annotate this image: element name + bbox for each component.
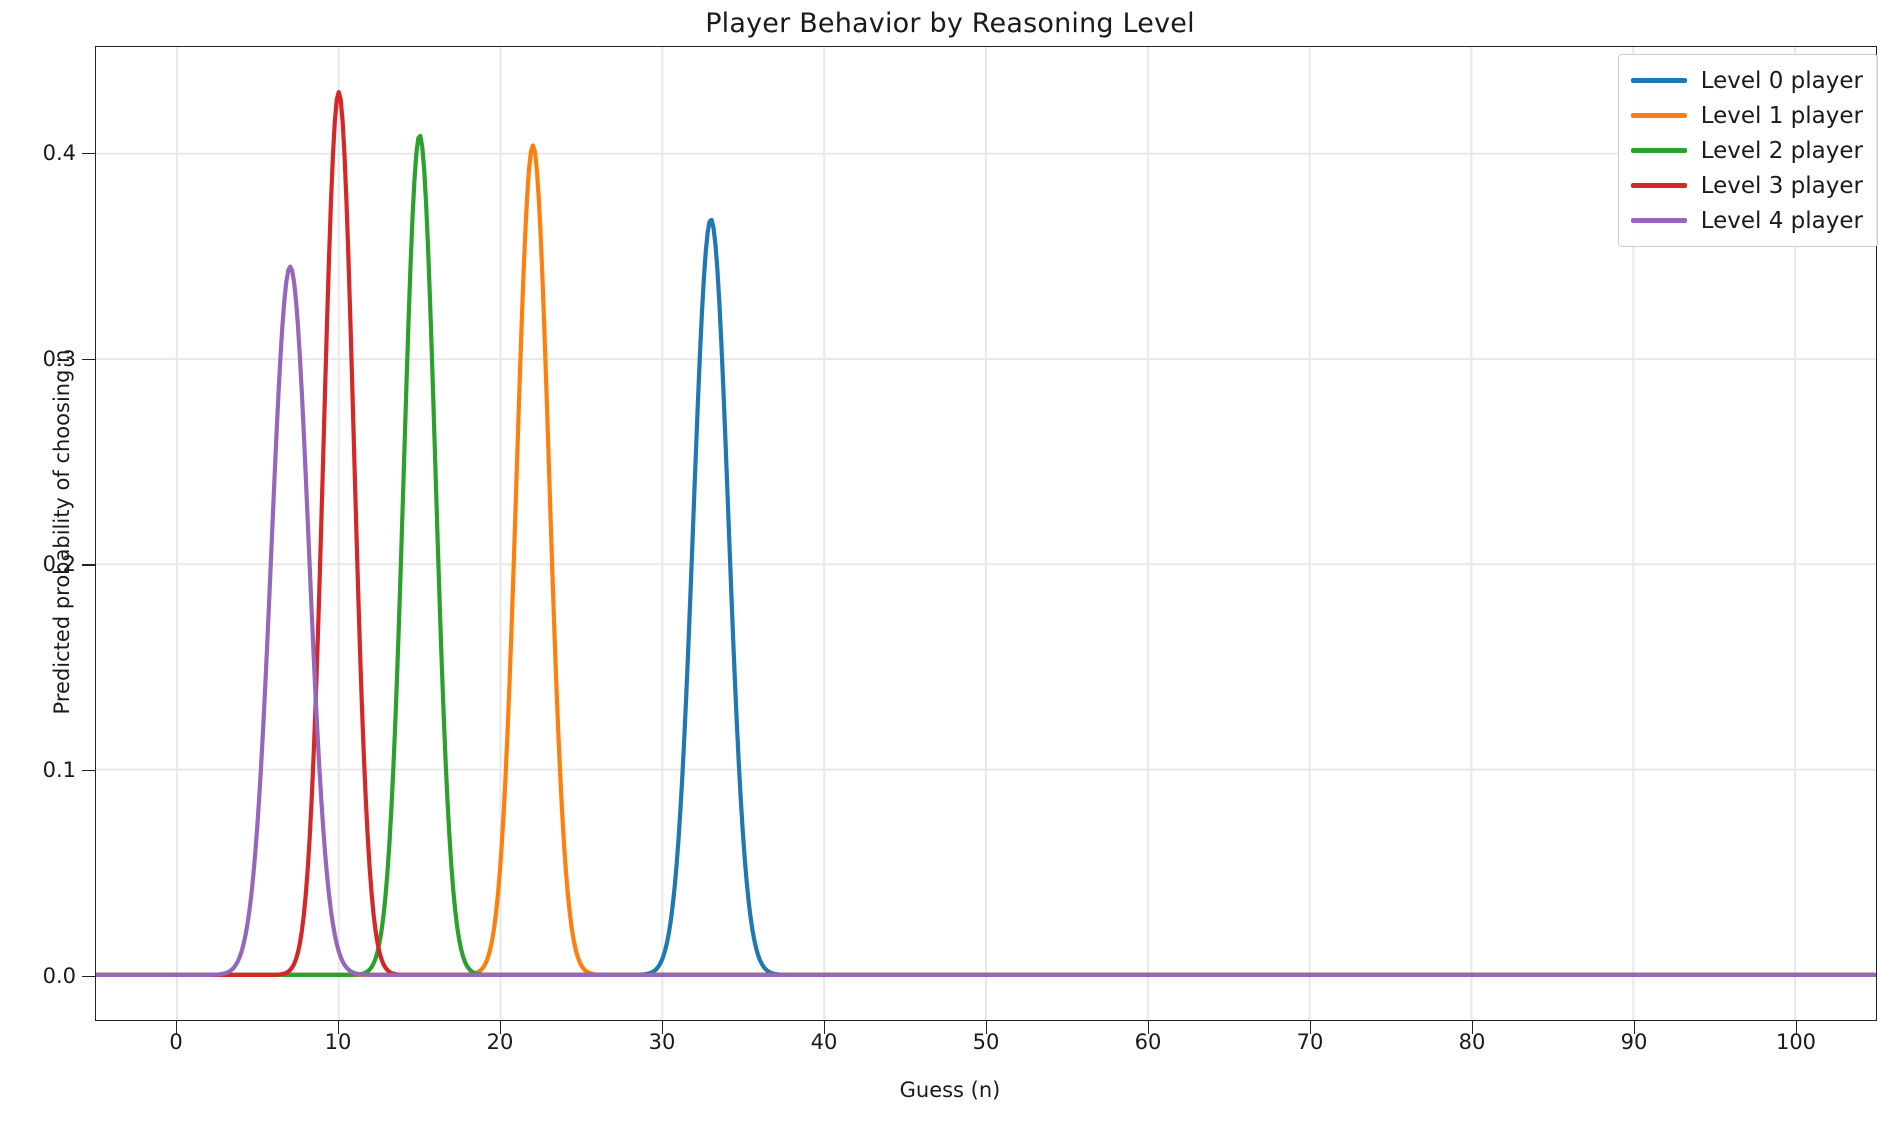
x-tick-label: 90 [1620,1030,1648,1054]
legend-label: Level 1 player [1700,102,1863,129]
legend-item[interactable]: Level 4 player [1630,205,1863,236]
legend-label: Level 0 player [1700,67,1863,94]
x-tick-label: 70 [1296,1030,1324,1054]
y-tick-mark [82,975,95,978]
series-line [96,143,1876,977]
legend-label: Level 3 player [1700,172,1863,199]
series-curves [96,90,1876,977]
x-tick-mark [500,1021,502,1034]
legend-item[interactable]: Level 2 player [1630,135,1863,166]
series-line [96,133,1876,977]
x-tick-mark [1148,1021,1150,1034]
x-tick-label: 80 [1458,1030,1486,1054]
legend-color-swatch [1630,183,1687,188]
legend-color-swatch [1630,78,1687,83]
legend-color-swatch [1630,148,1687,153]
x-axis-label: Guess (n) [899,1078,1001,1102]
y-tick-label: 0.4 [42,140,76,165]
y-axis-label: Predicted probability of choosing n [50,349,74,715]
legend-color-swatch [1630,218,1687,223]
x-tick-mark [824,1021,826,1034]
x-tick-label: 40 [810,1030,838,1054]
x-tick-mark [1796,1021,1798,1034]
y-tick-label: 0.0 [42,963,76,988]
legend-item[interactable]: Level 0 player [1630,65,1863,96]
y-tick-label: 0.3 [42,346,76,371]
x-tick-label: 20 [486,1030,514,1054]
y-tick-mark [82,564,95,566]
y-tick-mark [82,152,95,155]
x-tick-label: 0 [169,1030,183,1054]
x-tick-mark [338,1021,340,1034]
legend-color-swatch [1630,113,1687,118]
x-tick-label: 10 [324,1030,352,1054]
x-tick-mark [986,1021,988,1034]
series-line [96,90,1876,977]
y-tick-label: 0.1 [42,758,76,783]
x-tick-mark [1472,1021,1474,1034]
series-line [96,217,1876,977]
plot-area [95,46,1877,1021]
legend-label: Level 4 player [1700,207,1863,234]
y-tick-mark [82,770,95,772]
x-tick-mark [176,1021,178,1034]
x-tick-mark [662,1021,664,1034]
x-tick-label: 100 [1775,1030,1817,1054]
y-tick-label: 0.2 [42,552,76,577]
legend-item[interactable]: Level 1 player [1630,100,1863,131]
x-tick-mark [1634,1021,1636,1034]
page-title: Player Behavior by Reasoning Level [705,8,1195,39]
series-line [96,264,1876,977]
x-tick-label: 60 [1134,1030,1162,1054]
x-tick-label: 30 [648,1030,676,1054]
x-tick-label: 50 [972,1030,1000,1054]
legend-item[interactable]: Level 3 player [1630,170,1863,201]
y-tick-mark [82,358,95,361]
x-tick-mark [1310,1021,1312,1034]
legend[interactable]: Level 0 player Level 1 player Level 2 play… [1617,54,1878,247]
legend-label: Level 2 player [1700,137,1863,164]
